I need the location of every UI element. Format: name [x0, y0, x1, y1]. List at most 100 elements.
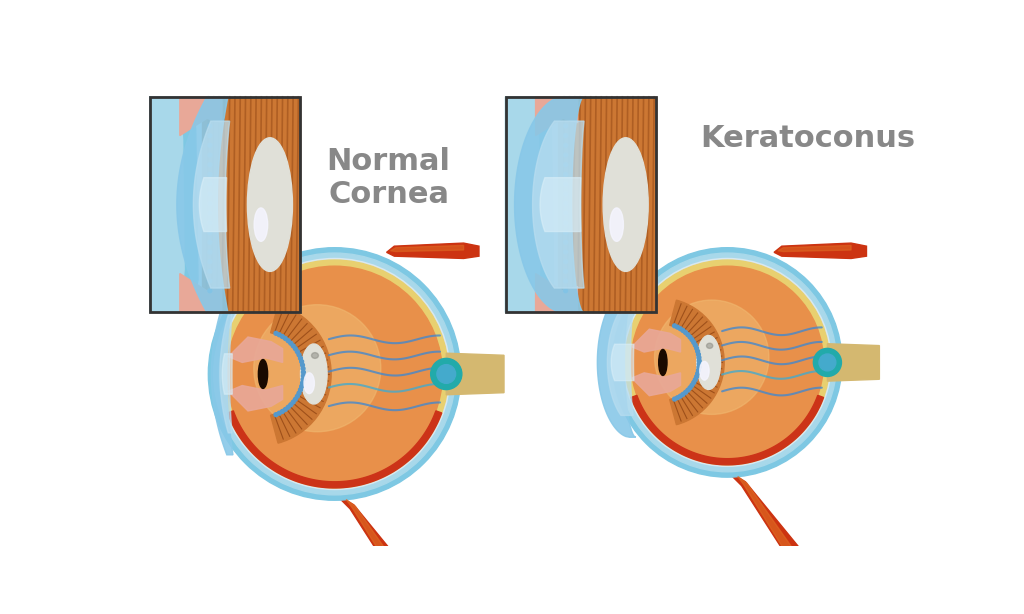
Circle shape — [563, 163, 567, 166]
Circle shape — [563, 260, 567, 263]
Circle shape — [208, 163, 212, 166]
Circle shape — [612, 247, 842, 477]
Circle shape — [291, 344, 295, 348]
Polygon shape — [346, 500, 419, 600]
Circle shape — [219, 258, 451, 489]
Ellipse shape — [699, 362, 709, 380]
Polygon shape — [632, 329, 681, 352]
Circle shape — [697, 365, 700, 369]
Ellipse shape — [707, 343, 713, 348]
Circle shape — [684, 330, 687, 335]
Circle shape — [296, 350, 299, 354]
Polygon shape — [532, 121, 584, 288]
Polygon shape — [726, 470, 826, 588]
Wedge shape — [270, 305, 331, 443]
Polygon shape — [515, 97, 584, 313]
Circle shape — [676, 325, 679, 329]
Circle shape — [254, 305, 381, 432]
Circle shape — [563, 279, 567, 283]
Circle shape — [631, 266, 823, 459]
Circle shape — [208, 211, 212, 215]
Ellipse shape — [603, 138, 648, 271]
Polygon shape — [558, 97, 655, 313]
Polygon shape — [611, 344, 634, 381]
Circle shape — [287, 405, 290, 409]
Polygon shape — [506, 97, 540, 313]
Circle shape — [208, 134, 212, 138]
Circle shape — [690, 383, 694, 387]
Circle shape — [563, 241, 567, 244]
Circle shape — [300, 360, 303, 363]
Circle shape — [208, 173, 212, 176]
Circle shape — [208, 143, 212, 147]
Circle shape — [819, 354, 836, 371]
Circle shape — [274, 413, 278, 417]
Circle shape — [563, 201, 567, 206]
Circle shape — [813, 348, 842, 376]
Circle shape — [301, 370, 305, 374]
Circle shape — [208, 182, 212, 186]
Polygon shape — [774, 243, 866, 258]
Circle shape — [208, 250, 212, 254]
Circle shape — [563, 182, 567, 186]
Ellipse shape — [311, 352, 318, 359]
Circle shape — [437, 365, 456, 383]
Circle shape — [299, 388, 302, 392]
Circle shape — [297, 353, 301, 357]
Circle shape — [678, 327, 682, 330]
Polygon shape — [607, 309, 633, 416]
Polygon shape — [203, 97, 300, 313]
Circle shape — [563, 250, 567, 254]
Circle shape — [617, 253, 837, 472]
Circle shape — [301, 381, 304, 385]
Ellipse shape — [696, 335, 721, 389]
Circle shape — [696, 352, 700, 356]
Circle shape — [625, 260, 829, 465]
Polygon shape — [390, 246, 464, 252]
Circle shape — [278, 333, 282, 336]
Circle shape — [697, 356, 700, 360]
Circle shape — [684, 391, 687, 394]
Circle shape — [284, 336, 288, 340]
Circle shape — [208, 192, 212, 196]
Polygon shape — [737, 476, 811, 577]
Circle shape — [297, 391, 301, 395]
Circle shape — [688, 335, 692, 339]
Circle shape — [693, 378, 697, 381]
Circle shape — [563, 270, 567, 273]
Ellipse shape — [304, 373, 314, 394]
Wedge shape — [670, 300, 724, 425]
Circle shape — [208, 231, 212, 235]
Circle shape — [220, 260, 449, 488]
Circle shape — [208, 241, 212, 244]
Circle shape — [208, 279, 212, 283]
Polygon shape — [211, 293, 233, 455]
Ellipse shape — [254, 208, 267, 241]
Circle shape — [289, 403, 293, 406]
Polygon shape — [200, 177, 226, 231]
Circle shape — [563, 221, 567, 225]
Circle shape — [563, 124, 567, 128]
Circle shape — [654, 300, 769, 414]
Circle shape — [563, 192, 567, 196]
Circle shape — [694, 346, 698, 350]
Polygon shape — [827, 344, 880, 381]
Circle shape — [281, 335, 285, 338]
Polygon shape — [228, 337, 283, 362]
Polygon shape — [446, 353, 504, 395]
Polygon shape — [632, 373, 681, 395]
Circle shape — [214, 253, 456, 495]
Circle shape — [692, 341, 695, 344]
Polygon shape — [228, 386, 283, 411]
Circle shape — [301, 378, 305, 381]
Ellipse shape — [258, 360, 267, 389]
Circle shape — [624, 258, 831, 467]
Polygon shape — [631, 395, 823, 465]
Circle shape — [681, 392, 685, 396]
Circle shape — [208, 153, 212, 157]
Circle shape — [673, 397, 677, 401]
Ellipse shape — [610, 208, 624, 241]
Circle shape — [563, 153, 567, 157]
Circle shape — [563, 289, 567, 293]
Polygon shape — [536, 97, 578, 136]
